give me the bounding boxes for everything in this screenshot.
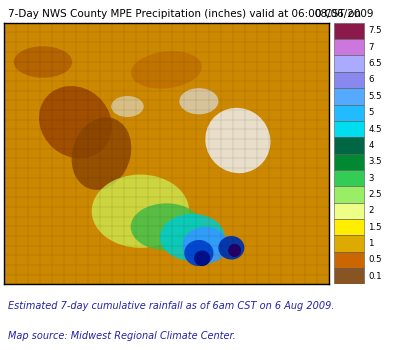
Ellipse shape [160,214,225,261]
Ellipse shape [111,96,144,117]
Ellipse shape [180,88,218,114]
Bar [334,23,364,39]
Ellipse shape [184,240,214,266]
Bar [334,219,364,235]
Ellipse shape [39,86,112,158]
Bar [334,137,364,154]
Bar [334,55,364,72]
Text: 6: 6 [368,76,374,84]
Text: Estimated 7-day cumulative rainfall as of 6am CST on 6 Aug 2009.: Estimated 7-day cumulative rainfall as o… [8,301,334,311]
Ellipse shape [218,236,244,260]
Text: 2.5: 2.5 [368,190,382,199]
Bar [334,154,364,170]
Text: 7: 7 [368,43,374,52]
Text: 0.5: 0.5 [368,256,382,264]
Bar [334,203,364,219]
Bar [334,268,364,285]
Bar [334,39,364,55]
Ellipse shape [92,175,189,248]
Bar [334,88,364,105]
Ellipse shape [131,51,202,89]
Text: 0.1: 0.1 [368,272,382,281]
Ellipse shape [72,117,131,190]
Bar [334,121,364,137]
Text: 08/06/2009: 08/06/2009 [314,9,374,19]
Ellipse shape [183,227,228,264]
Text: 7-Day NWS County MPE Precipitation (inches) valid at 06:00 CST on: 7-Day NWS County MPE Precipitation (inch… [8,9,361,19]
Text: 3: 3 [368,174,374,183]
Ellipse shape [14,46,72,78]
Ellipse shape [131,203,202,250]
Text: 1: 1 [368,239,374,248]
Text: 1.5: 1.5 [368,223,382,232]
Bar [334,235,364,252]
Ellipse shape [205,108,270,173]
Text: 6.5: 6.5 [368,59,382,68]
Bar [334,170,364,186]
Text: Map source: Midwest Regional Climate Center.: Map source: Midwest Regional Climate Cen… [8,331,236,341]
Text: 3.5: 3.5 [368,157,382,166]
Text: 5: 5 [368,108,374,117]
Ellipse shape [228,244,241,257]
Text: 7.5: 7.5 [368,27,382,35]
Text: 5.5: 5.5 [368,92,382,101]
Text: 4: 4 [368,141,374,150]
Bar [334,72,364,88]
Bar [334,252,364,268]
Ellipse shape [194,250,210,266]
Bar [334,105,364,121]
Text: 4.5: 4.5 [368,125,382,134]
Text: 2: 2 [368,206,374,215]
Bar [334,186,364,203]
